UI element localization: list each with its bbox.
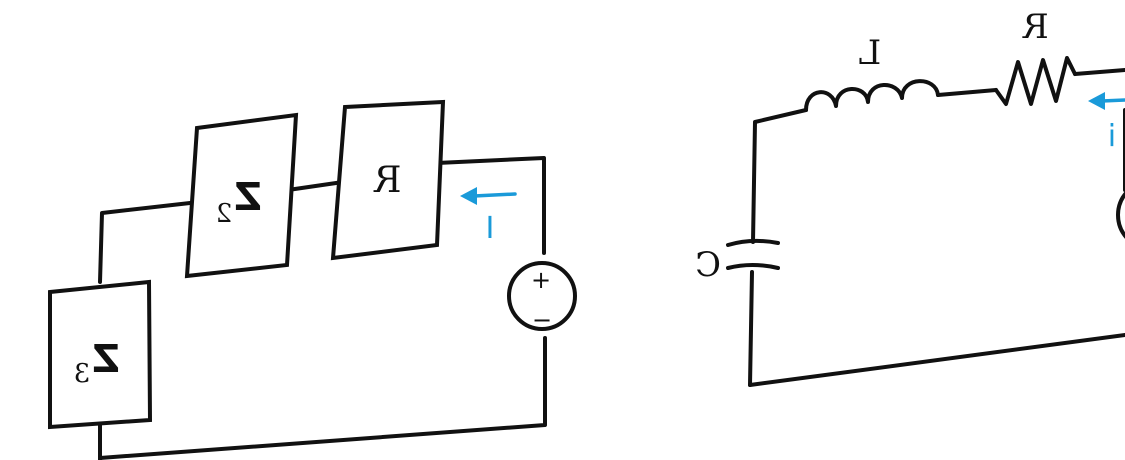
capacitor-plate-bottom (726, 263, 780, 270)
right-wire-r-right (1073, 68, 1125, 76)
inductor-coil (804, 79, 940, 112)
inductor: L (804, 33, 940, 112)
right-wire-left-lower (748, 270, 754, 387)
inductor-label: L (859, 33, 882, 73)
right-circuit: C L R i (695, 7, 1125, 387)
resistor-zigzag (994, 56, 1077, 106)
capacitor-plate-top (726, 238, 780, 247)
z3-box (48, 279, 153, 430)
resistor: R (994, 7, 1077, 106)
z2-subscript: 2 (216, 199, 233, 229)
z3-impedance: Z 3 (48, 279, 153, 430)
source-minus-sign: − (532, 306, 552, 334)
r-box (330, 99, 446, 261)
left-circuit: Z 3 Z 2 R + − (48, 99, 577, 460)
r-resistance-box: R (330, 99, 446, 261)
right-wire-l-to-r (936, 88, 998, 97)
right-wire-left-upper (751, 108, 808, 244)
left-wire-z2-to-r (286, 180, 345, 192)
z3-subscript: 3 (74, 359, 91, 389)
resistor-label: R (1022, 7, 1049, 47)
right-wire-bottom (748, 333, 1125, 387)
source-plus-sign: + (531, 266, 551, 294)
z2-box (184, 112, 299, 279)
z3-letter: Z (92, 337, 120, 381)
current-label-right: i (1108, 119, 1116, 154)
right-source-circle-partial (1116, 191, 1125, 239)
z2-letter: Z (234, 175, 262, 219)
voltage-source: + − (507, 261, 577, 334)
z2-impedance: Z 2 (184, 112, 299, 279)
current-arrow-left: I (460, 187, 517, 246)
capacitor-label: C (695, 245, 721, 285)
left-wire-r-to-source (435, 156, 546, 255)
left-wire-z3-to-z2 (98, 201, 192, 284)
left-wire-bottom-return (98, 336, 547, 460)
capacitor: C (695, 238, 780, 285)
current-label-left: I (486, 211, 495, 246)
current-arrow-right: i (1088, 92, 1125, 154)
r-box-label: R (374, 160, 402, 201)
source-circle (507, 261, 577, 331)
